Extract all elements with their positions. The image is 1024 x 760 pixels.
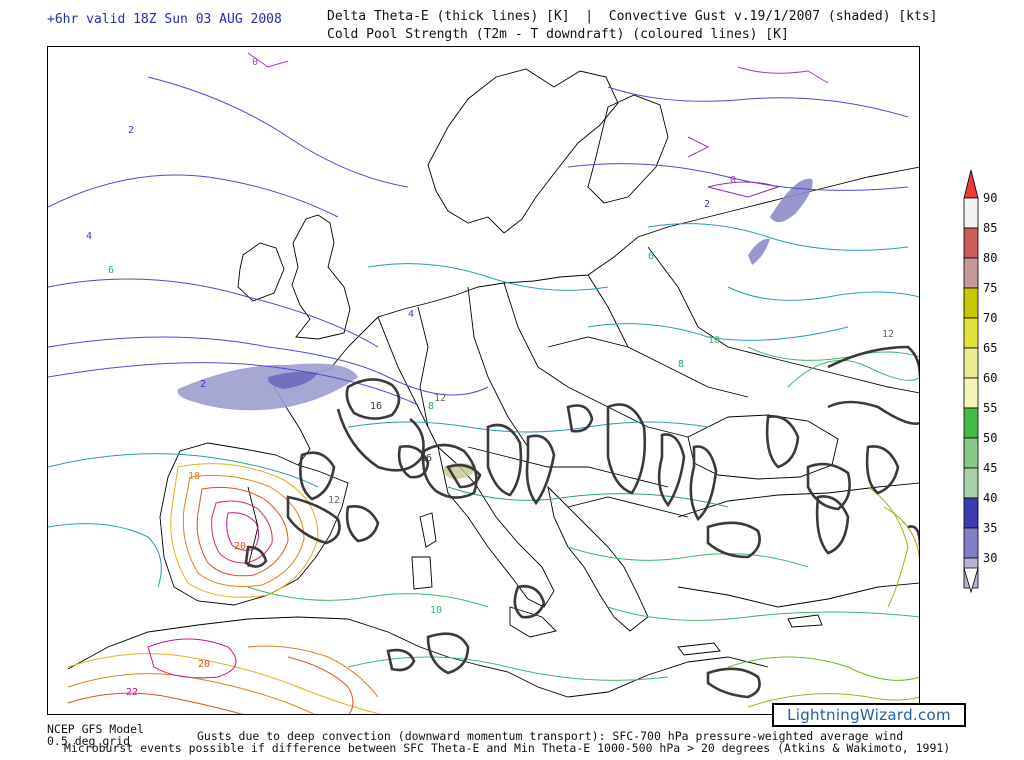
colorbar-cell-60	[963, 377, 979, 409]
chart-title-line-2: Cold Pool Strength (T2m - T downdraft) (…	[327, 27, 789, 42]
colorbar-cells	[963, 197, 979, 589]
svg-text:16: 16	[370, 401, 382, 412]
colorbar-cell-50	[963, 437, 979, 469]
delta-theta-e-contours	[244, 345, 919, 699]
svg-text:4: 4	[86, 231, 92, 242]
colorbar-label-65: 65	[983, 341, 998, 355]
svg-text:12: 12	[882, 329, 894, 340]
svg-text:12: 12	[434, 393, 446, 404]
colorbar-label-85: 85	[983, 221, 998, 235]
svg-text:6: 6	[648, 251, 654, 262]
colorbar-cell-45	[963, 467, 979, 499]
colorbar-label-50: 50	[983, 431, 998, 445]
valid-time-label: +6hr valid 18Z Sun 03 AUG 2008	[47, 12, 282, 27]
footnote-microburst: Microburst events possible if difference…	[64, 741, 951, 755]
svg-text:6: 6	[108, 265, 114, 276]
footnote-gusts: Gusts due to deep convection (downward m…	[197, 729, 904, 743]
svg-text:10: 10	[430, 605, 442, 616]
svg-text:0: 0	[252, 57, 258, 68]
svg-text:2: 2	[200, 379, 206, 390]
colorbar-label-45: 45	[983, 461, 998, 475]
model-name: NCEP GFS Model	[47, 722, 144, 736]
svg-text:22: 22	[126, 687, 138, 698]
colorbar-cell-85	[963, 227, 979, 259]
chart-title-line-1: Delta Theta-E (thick lines) [K] | Convec…	[327, 9, 938, 24]
svg-text:20: 20	[234, 541, 246, 552]
svg-text:8: 8	[678, 359, 684, 370]
svg-text:18: 18	[188, 471, 200, 482]
svg-text:2: 2	[128, 125, 134, 136]
colorbar-label-75: 75	[983, 281, 998, 295]
colorbar-label-35: 35	[983, 521, 998, 535]
colorbar-cell-35	[963, 527, 979, 559]
svg-text:20: 20	[198, 659, 210, 670]
svg-text:8: 8	[428, 401, 434, 412]
colorbar-cell-70	[963, 317, 979, 349]
colorbar-label-70: 70	[983, 311, 998, 325]
colorbar-cell-65	[963, 347, 979, 379]
colorbar-cell-40	[963, 497, 979, 529]
warm-contours	[67, 463, 382, 714]
svg-text:10: 10	[708, 335, 720, 346]
svg-text:0: 0	[730, 175, 736, 186]
colorbar-cell-75	[963, 287, 979, 319]
svg-text:4: 4	[408, 309, 414, 320]
forecast-map: 2 2 2 4 4 6 6 8 8 10 10 12 12 12 16 16 1…	[47, 46, 920, 715]
cold-pool-contours	[48, 52, 919, 708]
svg-text:12: 12	[328, 495, 340, 506]
colorbar-bottom-arrow	[963, 567, 979, 594]
colorbar-top-arrow	[963, 169, 979, 199]
colorbar-label-90: 90	[983, 191, 998, 205]
colorbar-label-60: 60	[983, 371, 998, 385]
contour-labels: 2 2 2 4 4 6 6 8 8 10 10 12 12 12 16 16 1…	[86, 57, 894, 698]
colorbar-cell-80	[963, 257, 979, 289]
map-canvas: 2 2 2 4 4 6 6 8 8 10 10 12 12 12 16 16 1…	[48, 52, 919, 714]
colorbar-label-40: 40	[983, 491, 998, 505]
colorbar-label-30: 30	[983, 551, 998, 565]
model-grid: 0.5 deg grid	[47, 734, 131, 748]
colorbar-cell-55	[963, 407, 979, 439]
svg-text:2: 2	[704, 199, 710, 210]
colorbar-cell-90	[963, 197, 979, 229]
colorbar-label-55: 55	[983, 401, 998, 415]
gust-colorbar	[963, 169, 979, 594]
svg-text:16: 16	[420, 453, 432, 464]
colorbar-label-80: 80	[983, 251, 998, 265]
lightningwizard-watermark[interactable]: LightningWizard.com	[772, 703, 966, 727]
